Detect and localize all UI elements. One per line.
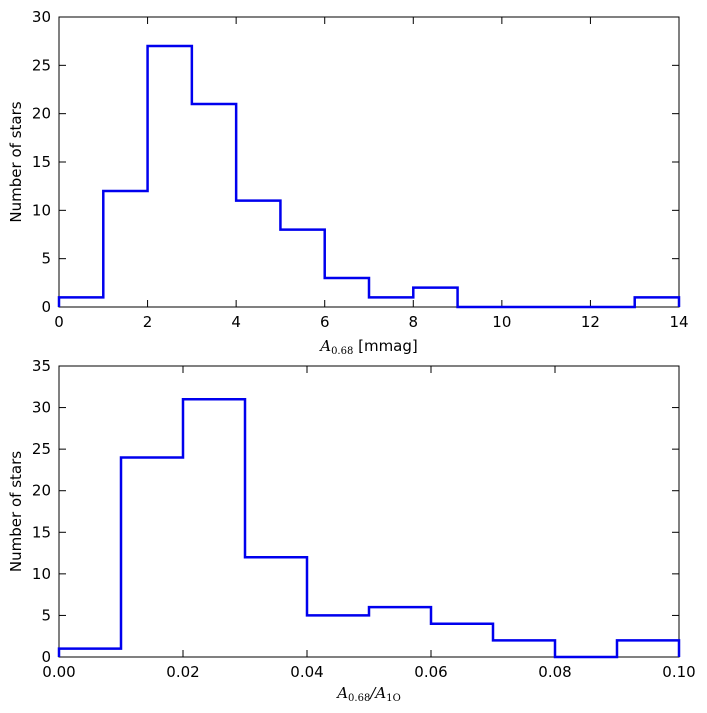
x-tick-label: 2 bbox=[143, 313, 153, 331]
y-tick-label: 0 bbox=[41, 648, 51, 666]
x-axis-symbol: A bbox=[318, 337, 331, 355]
x-axis-subscript: 0.68 bbox=[331, 346, 353, 357]
plot-frame-ratio bbox=[58, 365, 680, 658]
x-tick-label: 6 bbox=[320, 313, 330, 331]
y-tick-label: 20 bbox=[32, 482, 51, 500]
y-axis-label-amplitude: Number of stars bbox=[7, 101, 25, 222]
y-tick-label: 0 bbox=[41, 298, 51, 316]
y-tick-label: 20 bbox=[32, 105, 51, 123]
y-tick-label: 30 bbox=[32, 8, 51, 26]
x-tick-label: 0.08 bbox=[538, 663, 571, 681]
x-tick-label: 0.02 bbox=[166, 663, 199, 681]
x-axis-slash: / bbox=[368, 684, 377, 702]
y-axis-label-ratio: Number of stars bbox=[7, 451, 25, 572]
x-axis-label-ratio: A0.68/A1O bbox=[335, 684, 401, 704]
y-tick-label: 10 bbox=[32, 201, 51, 219]
histogram-amplitude-ratio: 0.00 0.02 0.04 0.06 0.08 0.10 0 5 10 15 20 25 30 35 N… bbox=[7, 357, 696, 704]
histogram-step-line-amplitude bbox=[57, 44, 681, 309]
ticks-amplitude: 0 2 4 6 8 10 12 14 0 5 10 15 20 25 30 bbox=[32, 8, 689, 331]
x-axis-symbol: A bbox=[335, 684, 348, 702]
x-tick-label: 0.10 bbox=[662, 663, 695, 681]
plot-frame-amplitude bbox=[58, 16, 680, 308]
x-tick-label: 0.04 bbox=[290, 663, 323, 681]
ticks-ratio: 0.00 0.02 0.04 0.06 0.08 0.10 0 5 10 15 20 25 30 35 bbox=[32, 357, 696, 681]
x-tick-label: 0.00 bbox=[42, 663, 75, 681]
y-tick-label: 10 bbox=[32, 565, 51, 583]
x-tick-label: 8 bbox=[409, 313, 419, 331]
y-tick-label: 5 bbox=[41, 250, 51, 268]
y-tick-label: 30 bbox=[32, 399, 51, 417]
y-tick-label: 35 bbox=[32, 357, 51, 375]
y-tick-label: 25 bbox=[32, 56, 51, 74]
x-axis-subscript: 0.68 bbox=[348, 693, 370, 704]
x-tick-label: 4 bbox=[231, 313, 241, 331]
x-axis-subscript-2: 1O bbox=[386, 693, 401, 704]
x-tick-label: 12 bbox=[581, 313, 600, 331]
x-axis-symbol-2: A bbox=[373, 684, 386, 702]
y-tick-label: 15 bbox=[32, 153, 51, 171]
x-tick-label: 0.06 bbox=[414, 663, 447, 681]
y-tick-label: 5 bbox=[41, 606, 51, 624]
y-tick-label: 15 bbox=[32, 523, 51, 541]
x-axis-label-amplitude: A0.68 [mmag] bbox=[318, 337, 418, 357]
y-tick-label: 25 bbox=[32, 440, 51, 458]
x-tick-label: 14 bbox=[669, 313, 688, 331]
x-tick-label: 10 bbox=[492, 313, 511, 331]
histogram-step-line-ratio bbox=[57, 398, 681, 659]
x-axis-unit: [mmag] bbox=[358, 337, 418, 355]
x-tick-label: 0 bbox=[54, 313, 64, 331]
